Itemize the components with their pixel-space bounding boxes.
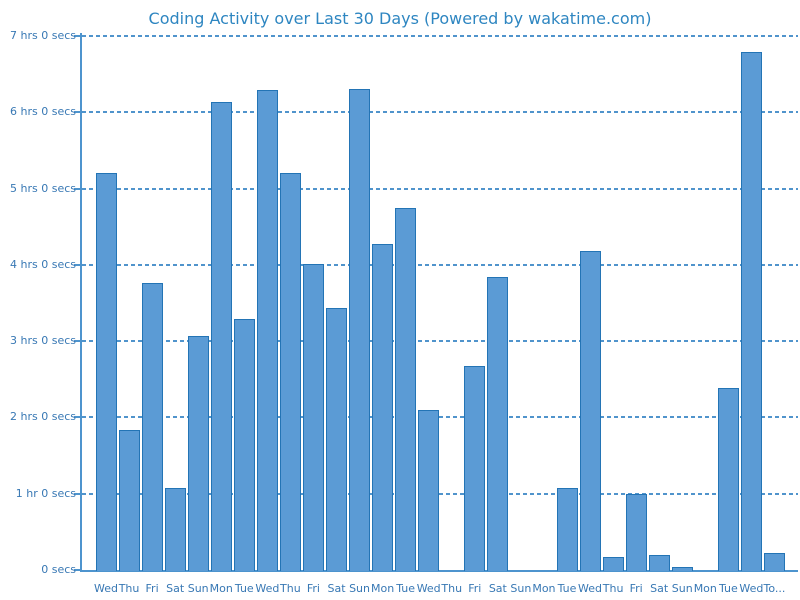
y-axis-line [80, 33, 82, 572]
x-tick-label: Tue [234, 582, 254, 595]
x-tick-label: Tue [557, 582, 577, 595]
y-tick-label: 2 hrs 0 secs [10, 410, 76, 424]
x-tick-label: Sat [166, 582, 185, 595]
activity-bar [464, 365, 486, 571]
x-tick-label: Sun [187, 582, 209, 595]
activity-bar [740, 51, 762, 571]
gridline-7h [82, 34, 798, 37]
x-tick-label: Thu [118, 582, 140, 595]
x-tick-label: Sun [671, 582, 693, 595]
activity-bar [372, 244, 394, 571]
y-tick-label: 4 hrs 0 secs [10, 257, 76, 271]
activity-bar [233, 318, 255, 571]
y-axis-tick [74, 111, 81, 114]
activity-bar [118, 430, 140, 571]
x-tick-label: Wed [94, 582, 118, 595]
activity-bar [418, 409, 440, 571]
x-tick-label: Mon [532, 582, 556, 595]
chart-title: Coding Activity over Last 30 Days (Power… [148, 9, 652, 28]
y-axis-tick [74, 263, 81, 266]
x-tick-label: Wed [578, 582, 603, 595]
activity-bar [602, 557, 624, 571]
activity-bar [141, 283, 163, 571]
activity-bar [487, 277, 509, 571]
x-tick-label: Thu [280, 582, 301, 595]
x-tick-label: Thu [441, 582, 463, 595]
x-tick-label: To... [763, 582, 786, 595]
y-axis-tick [74, 416, 81, 419]
y-axis-tick [74, 340, 81, 343]
gridline-3h [82, 340, 798, 343]
activity-bar [302, 264, 324, 571]
activity-bar [187, 335, 209, 571]
activity-bar [671, 566, 693, 571]
activity-bar [256, 90, 278, 571]
x-tick-label: Tue [396, 582, 416, 595]
activity-bar [395, 208, 417, 571]
activity-bar [717, 388, 739, 571]
y-axis-tick [74, 34, 81, 37]
x-tick-label: Sat [650, 582, 669, 595]
y-tick-label: 5 hrs 0 secs [10, 181, 76, 195]
x-tick-label: Mon [209, 582, 233, 595]
gridline-5h [82, 187, 798, 190]
y-axis-tick [74, 187, 81, 190]
y-tick-label: 3 hrs 0 secs [10, 334, 76, 348]
x-tick-label: Fri [306, 582, 320, 595]
activity-bar [763, 553, 785, 571]
activity-bar [95, 173, 117, 571]
y-tick-label: 6 hrs 0 secs [10, 105, 76, 119]
activity-bar [279, 173, 301, 571]
x-tick-label: Sun [349, 582, 371, 595]
y-tick-label: 1 hr 0 secs [15, 486, 76, 500]
activity-bar [164, 487, 186, 571]
activity-bar [648, 554, 670, 571]
x-tick-label: Thu [602, 582, 624, 595]
x-tick-label: Sat [488, 582, 507, 595]
x-tick-label: Fri [468, 582, 482, 595]
activity-bar [210, 102, 232, 571]
x-tick-label: Sat [327, 582, 346, 595]
gridline-1h [82, 492, 798, 495]
x-tick-label: Wed [739, 582, 764, 595]
gridline-4h [82, 263, 798, 266]
x-tick-label: Wed [416, 582, 441, 595]
x-tick-label: Wed [255, 582, 280, 595]
gridline-2h [82, 416, 798, 419]
x-tick-label: Fri [145, 582, 159, 595]
x-tick-label: Mon [370, 582, 395, 595]
x-tick-label: Fri [629, 582, 643, 595]
y-axis-tick [74, 569, 81, 571]
x-axis-baseline [80, 570, 798, 572]
activity-bar [326, 308, 347, 571]
activity-bar [349, 89, 371, 571]
gridline-6h [82, 111, 798, 114]
activity-bar [556, 487, 578, 571]
activity-bar [579, 251, 601, 571]
y-tick-label: 0 secs [41, 563, 76, 576]
y-axis-tick [74, 492, 81, 495]
activity-bar [625, 493, 647, 571]
x-tick-label: Mon [693, 582, 717, 595]
y-tick-label: 7 hrs 0 secs [10, 28, 76, 42]
x-tick-label: Sun [510, 582, 532, 595]
x-tick-label: Tue [718, 582, 738, 595]
